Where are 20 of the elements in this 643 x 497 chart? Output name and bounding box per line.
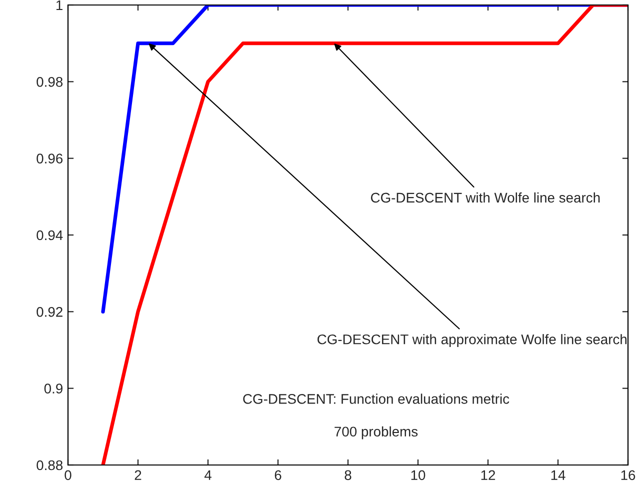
annotation: CG-DESCENT: Function evaluations metric (243, 394, 510, 404)
x-tick-label: 8 (344, 470, 352, 480)
annotation: CG-DESCENT with Wolfe line search (370, 192, 600, 203)
y-tick-label: 1 (56, 0, 62, 10)
y-tick-label: 0.96 (36, 154, 63, 164)
annotation: 700 problems (334, 426, 418, 440)
x-tick-label: 14 (551, 470, 566, 480)
y-tick-label: 0.98 (36, 77, 63, 87)
y-tick-label: 0.9 (44, 384, 62, 394)
x-tick-label: 0 (64, 470, 72, 480)
y-tick-label: 0.94 (36, 230, 63, 240)
annotation: CG-DESCENT with approximate Wolfe line search (318, 334, 626, 348)
y-tick-label: 0.88 (36, 460, 63, 470)
x-tick-label: 2 (134, 470, 142, 480)
x-tick-label: 4 (204, 470, 212, 480)
x-tick-label: 6 (274, 470, 282, 480)
x-tick-label: 10 (411, 470, 426, 480)
x-tick-label: 12 (481, 470, 496, 480)
x-tick-label: 16 (621, 470, 636, 480)
y-tick-label: 0.92 (36, 307, 62, 317)
